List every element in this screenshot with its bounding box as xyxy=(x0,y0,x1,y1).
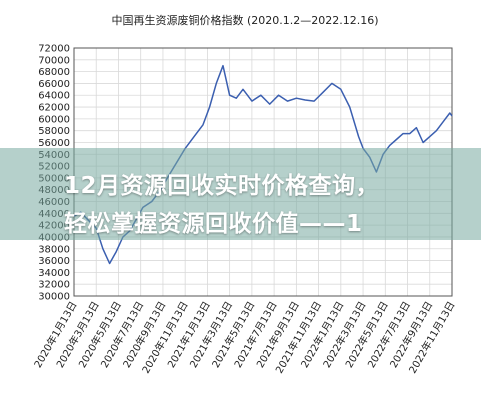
y-tick-label: 38000 xyxy=(38,244,70,255)
y-tick-label: 66000 xyxy=(38,79,70,90)
y-tick-label: 30000 xyxy=(38,292,70,303)
y-tick-label: 70000 xyxy=(38,55,70,66)
y-tick-label: 32000 xyxy=(38,280,70,291)
banner-line-1: 12月资源回收实时价格查询， xyxy=(64,173,380,199)
y-tick-label: 62000 xyxy=(38,103,70,114)
y-tick-label: 68000 xyxy=(38,67,70,78)
y-tick-label: 58000 xyxy=(38,126,70,137)
y-tick-label: 72000 xyxy=(38,44,70,55)
y-tick-label: 36000 xyxy=(38,256,70,267)
banner-overlay: 12月资源回收实时价格查询， 轻松掌握资源回收价值——1 xyxy=(0,148,481,240)
y-tick-label: 64000 xyxy=(38,91,70,102)
y-tick-label: 60000 xyxy=(38,114,70,125)
y-tick-label: 56000 xyxy=(38,138,70,149)
banner-line-2: 轻松掌握资源回收价值——1 xyxy=(64,211,363,237)
y-tick-label: 34000 xyxy=(38,268,70,279)
chart-title: 中国再生资源废铜价格指数 (2020.1.2—2022.12.16) xyxy=(111,13,378,27)
